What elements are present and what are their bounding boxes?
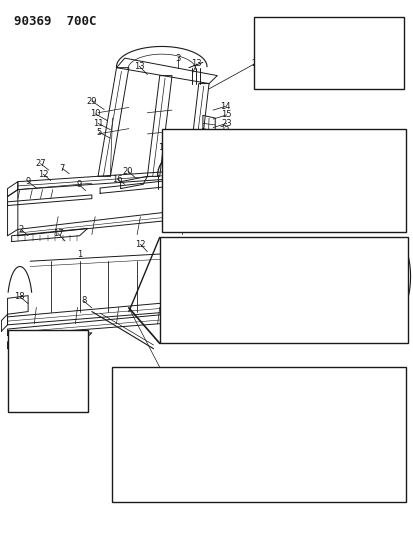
- Text: 12: 12: [135, 240, 145, 249]
- Text: 5: 5: [302, 135, 308, 144]
- Text: 5: 5: [327, 372, 332, 381]
- Text: 10: 10: [90, 109, 100, 118]
- Text: 4: 4: [265, 490, 271, 499]
- Text: 24: 24: [193, 144, 204, 153]
- Text: 9: 9: [76, 180, 81, 189]
- Text: 12: 12: [38, 169, 48, 179]
- Text: 8: 8: [81, 296, 86, 305]
- Text: 28: 28: [380, 75, 391, 84]
- Text: 7: 7: [59, 164, 65, 173]
- Text: 14: 14: [220, 102, 230, 111]
- Bar: [161, 128, 406, 232]
- Text: 11: 11: [93, 119, 103, 128]
- Bar: [159, 237, 408, 343]
- Text: 7: 7: [144, 474, 150, 483]
- Bar: [7, 330, 88, 413]
- Text: 20: 20: [123, 166, 133, 175]
- Text: 13: 13: [133, 62, 144, 70]
- Bar: [112, 367, 406, 503]
- Text: 29: 29: [86, 96, 97, 106]
- Text: 18: 18: [14, 292, 25, 301]
- Text: 9: 9: [26, 177, 31, 186]
- Text: 25: 25: [59, 401, 71, 410]
- Text: 23: 23: [221, 119, 232, 128]
- Text: 13: 13: [389, 217, 401, 226]
- Text: 15: 15: [221, 110, 231, 119]
- Text: 16: 16: [112, 174, 122, 183]
- Text: 4: 4: [154, 482, 160, 491]
- Text: 13: 13: [191, 60, 202, 68]
- Text: 90369  700C: 90369 700C: [14, 14, 96, 28]
- Bar: [254, 17, 404, 89]
- Text: 21: 21: [185, 139, 195, 148]
- Text: 7: 7: [382, 450, 388, 459]
- Text: 8: 8: [187, 244, 193, 253]
- Text: 12: 12: [135, 372, 147, 381]
- Text: 26: 26: [392, 244, 403, 253]
- Text: 2: 2: [19, 225, 24, 234]
- Text: 17: 17: [158, 143, 169, 152]
- Text: 27: 27: [35, 159, 46, 168]
- Text: 3: 3: [175, 54, 180, 62]
- Text: 12: 12: [205, 372, 216, 381]
- Text: 5: 5: [96, 128, 102, 137]
- Text: 26: 26: [311, 331, 323, 340]
- Text: 2: 2: [251, 60, 256, 68]
- Text: 19: 19: [176, 142, 186, 151]
- Text: 4: 4: [298, 244, 304, 253]
- Text: 7: 7: [183, 135, 189, 144]
- Text: 1: 1: [77, 250, 82, 259]
- Text: 22: 22: [218, 126, 229, 135]
- Text: 17: 17: [53, 229, 63, 238]
- Text: 6: 6: [302, 491, 308, 500]
